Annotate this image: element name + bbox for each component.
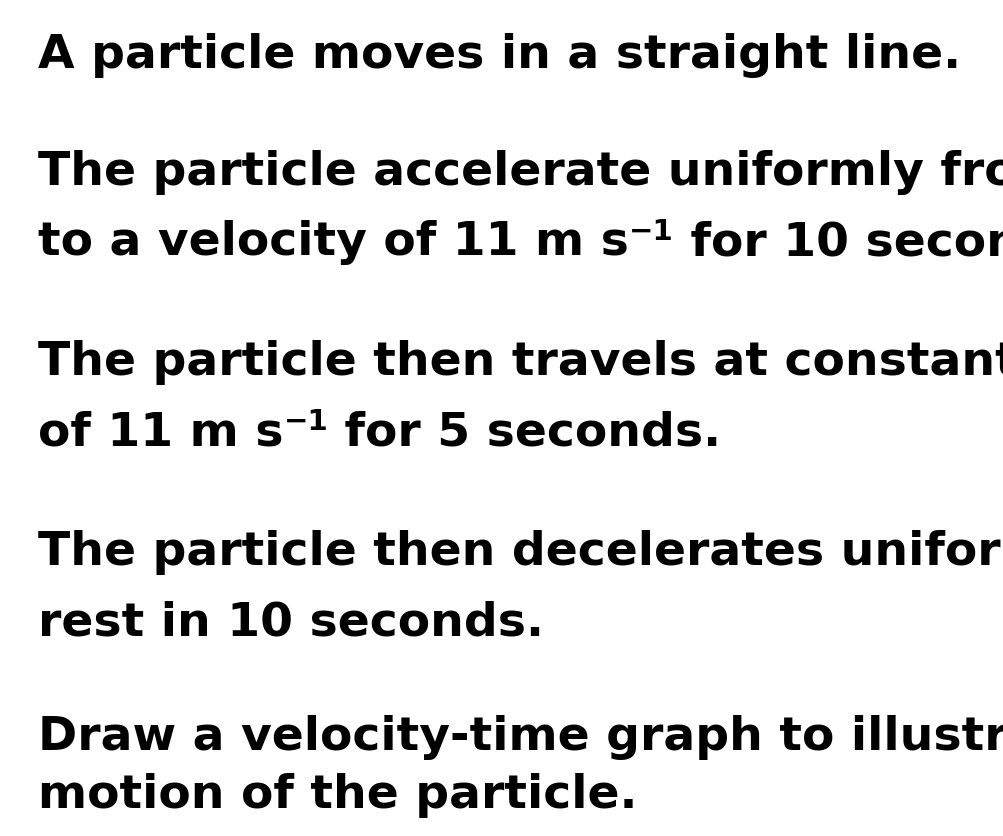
Text: rest in 10 seconds.: rest in 10 seconds. <box>38 600 544 645</box>
Text: for 5 seconds.: for 5 seconds. <box>328 410 721 455</box>
Text: to a velocity of 11 m s: to a velocity of 11 m s <box>38 220 629 265</box>
Text: −1: −1 <box>629 217 673 246</box>
Text: The particle then travels at constant veloc: The particle then travels at constant ve… <box>38 340 1003 385</box>
Text: motion of the particle.: motion of the particle. <box>38 773 637 818</box>
Text: Draw a velocity-time graph to illustrate th: Draw a velocity-time graph to illustrate… <box>38 715 1003 760</box>
Text: The particle accelerate uniformly from res: The particle accelerate uniformly from r… <box>38 150 1003 195</box>
Text: for 10 seconds.: for 10 seconds. <box>673 220 1003 265</box>
Text: −1: −1 <box>284 408 328 436</box>
Text: The particle then decelerates uniformly to: The particle then decelerates uniformly … <box>38 530 1003 575</box>
Text: A particle moves in a straight line.: A particle moves in a straight line. <box>38 33 960 78</box>
Text: of 11 m s: of 11 m s <box>38 410 284 455</box>
